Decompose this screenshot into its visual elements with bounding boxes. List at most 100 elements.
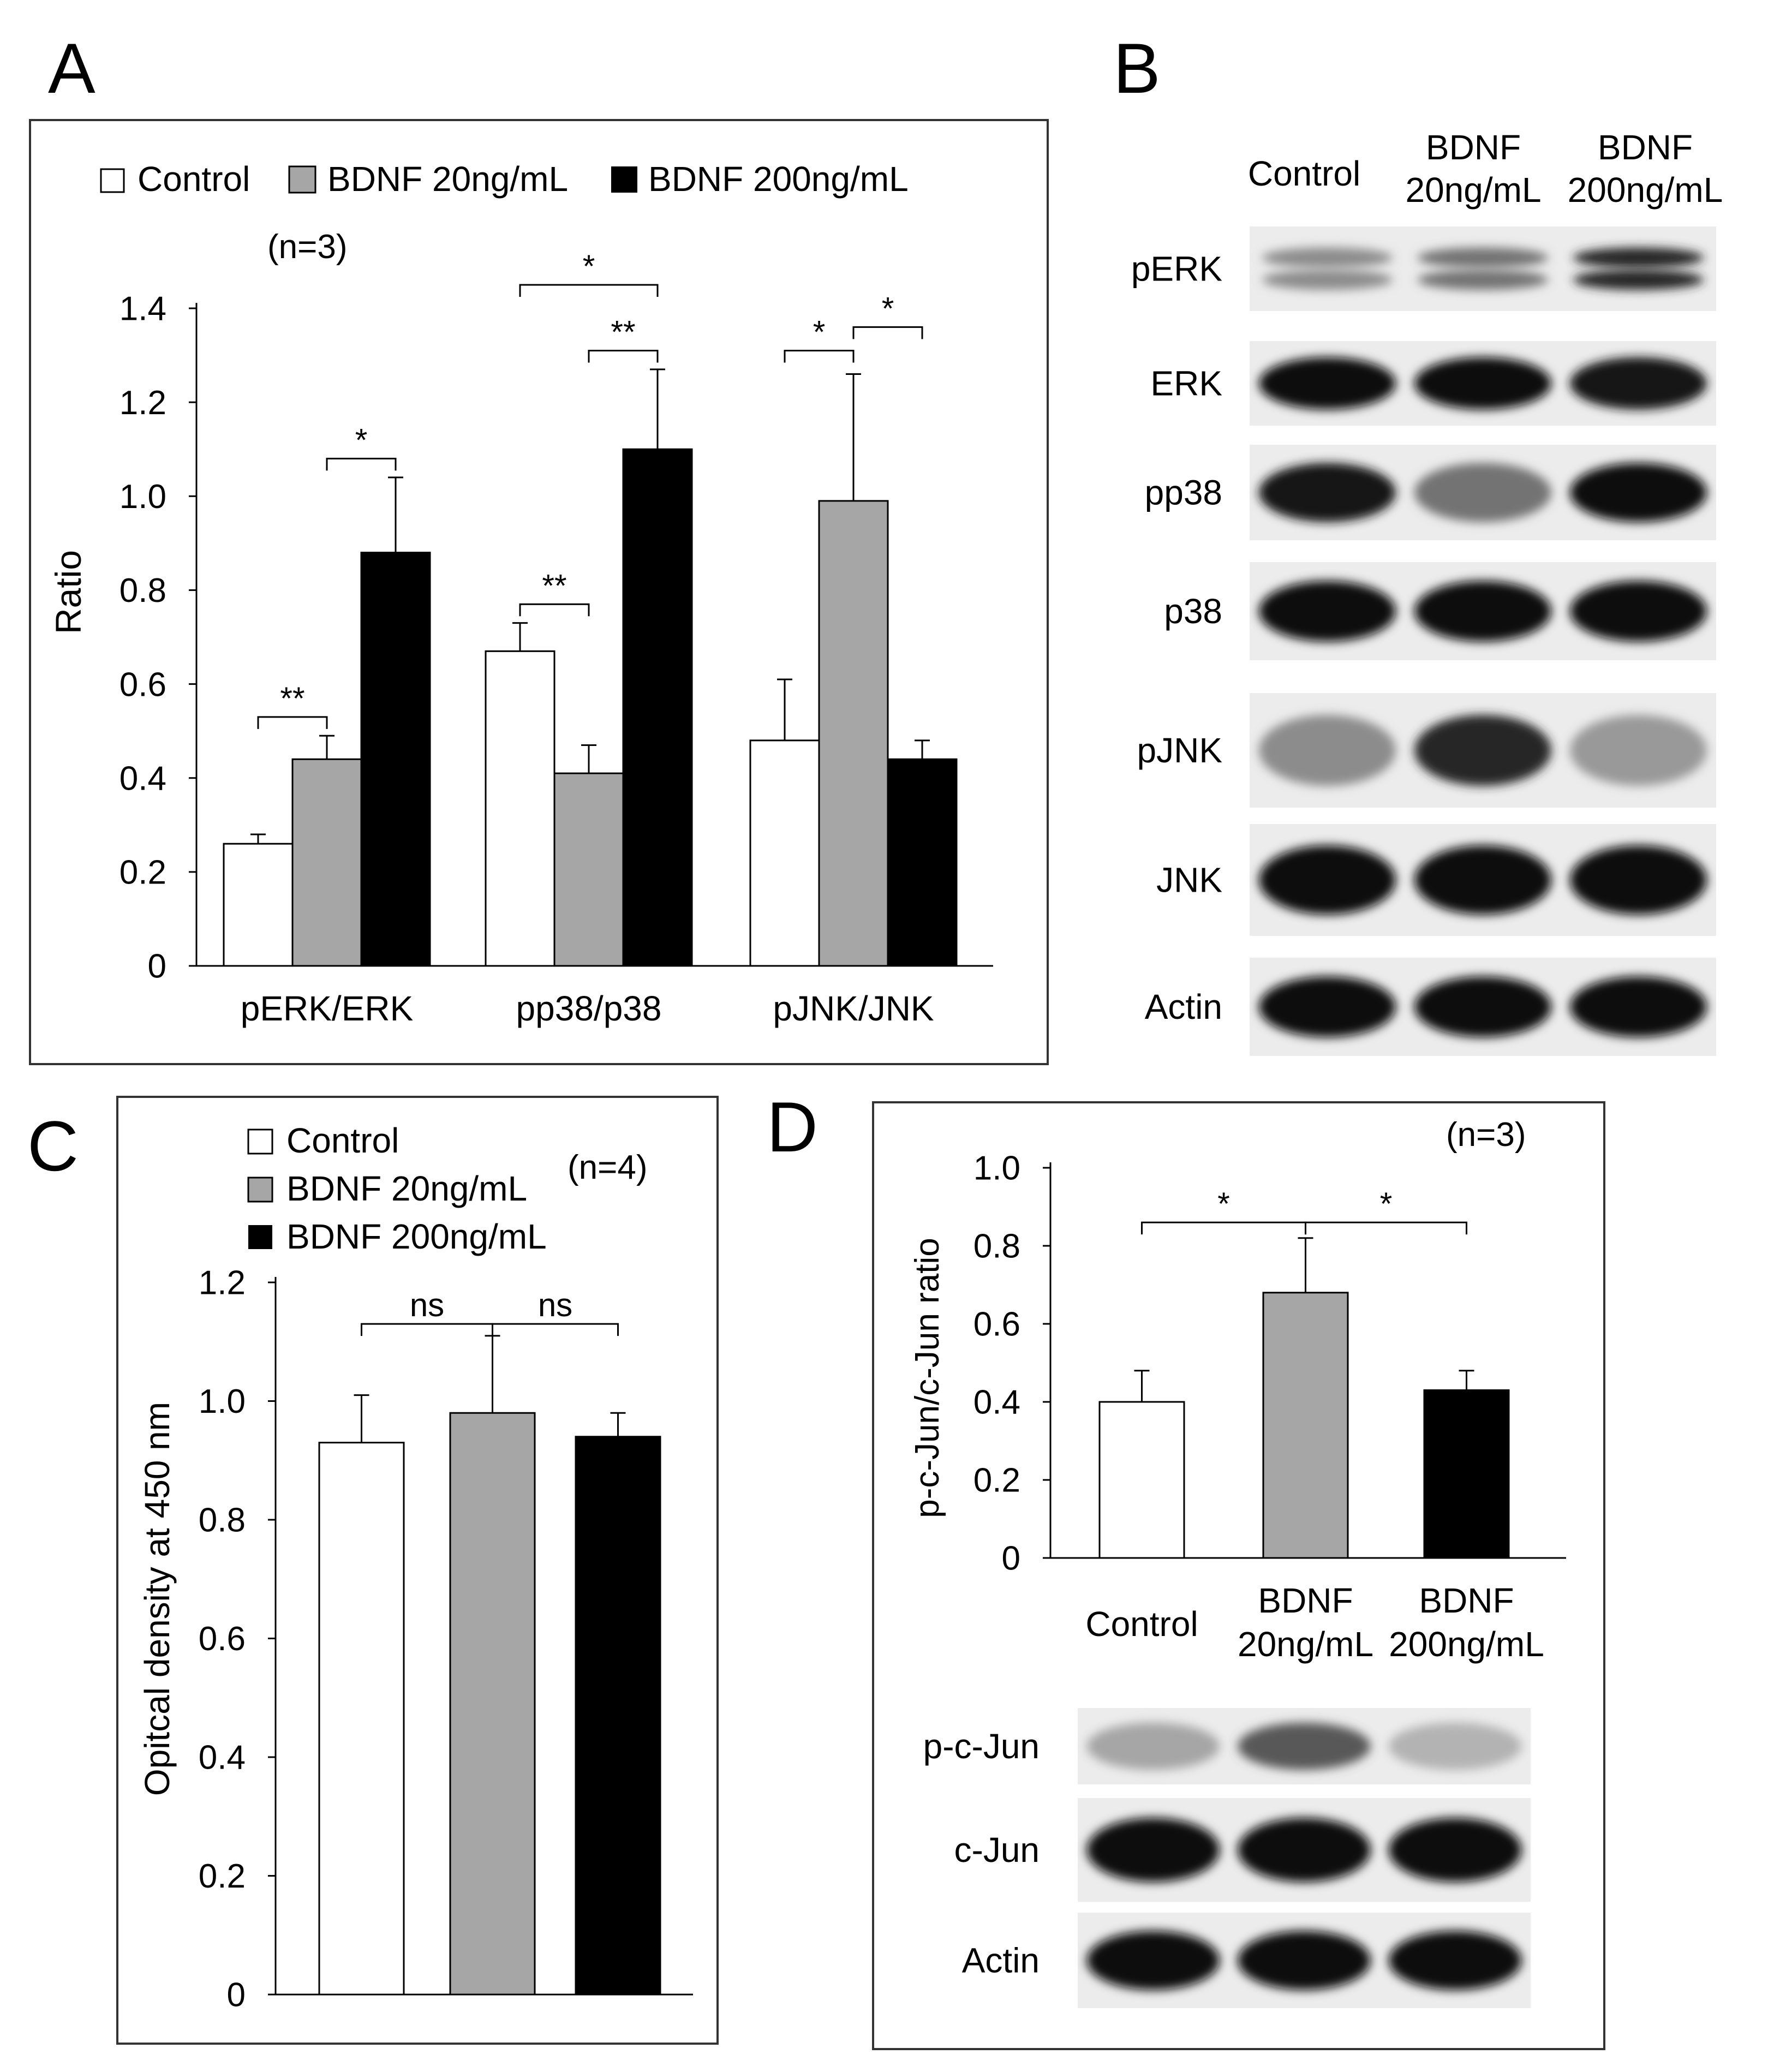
blot-band [1570,357,1707,410]
bar-BDNF 200ng/mL [1423,1389,1510,1559]
panel-a-n-label: (n=3) [267,228,347,266]
panel-a-ylabel: Ratio [48,550,88,634]
blot-row-c-Jun: c-Jun [954,1798,1531,1902]
blot-band [1414,714,1551,786]
legend-swatch-control [100,168,125,193]
y-tick-label: 0.4 [973,1384,1020,1422]
blot-band-upper [1417,247,1549,268]
blot-column-header-line: BDNF [1426,128,1521,167]
panel-letter-d: D [767,1087,818,1167]
blot-row-label: p38 [1164,592,1222,631]
y-tick-label: 0.2 [973,1462,1020,1500]
blot-band [1259,581,1396,642]
panel-d: (n=3) p-c-Jun/c-Jun ratio 0 0.2 0.4 0.6 0.8 1… [872,1101,1605,2050]
y-tick-label: 1.2 [199,1264,246,1302]
legend-swatch-bdnf20 [288,165,316,194]
blot-column-header: BDNF 20ng/mL [1405,128,1541,210]
significance-label: ns [538,1287,572,1323]
blot-row-ERK: ERK [1150,341,1716,426]
significance-label: * [1380,1186,1393,1222]
blot-row-pp38: pp38 [1145,445,1716,540]
blot-band [1570,976,1707,1037]
significance-label: ns [410,1287,444,1323]
panel-a-plot: 0 0.2 0.4 0.6 0.8 1.0 1.2 1.4 pERK/ERK pp38/p38 pJ… [120,249,993,1028]
y-tick-label: 0.8 [973,1228,1020,1265]
y-tick-label: 0.6 [120,666,166,703]
y-tick-label: 0.4 [120,760,166,797]
bar-pJNK/JNK-BDNF 20ng/mL [818,500,889,967]
significance-label: ** [611,314,635,350]
blot-row-Actin: Actin [1145,958,1716,1056]
significance-bracket [519,603,590,617]
blot-row-label: ERK [1150,364,1222,403]
panel-b-blots: pERK ERK pp38 p38 pJNK JNK Actin [1131,226,1716,1056]
blot-row-label: JNK [1156,861,1222,900]
panel-c: Control BDNF 20ng/mL BDNF 200ng/mL (n=4)… [116,1096,719,2045]
blot-row-label: pJNK [1137,731,1223,770]
blot-band-lower [1417,269,1549,290]
blot-column-header-line: 200ng/mL [1568,170,1723,210]
blot-column-header: BDNF 200ng/mL [1568,128,1723,210]
significance-bracket [1141,1221,1306,1235]
blot-row-Actin: Actin [962,1913,1531,2008]
panel-c-legend: Control BDNF 20ng/mL BDNF 200ng/mL [247,1121,547,1256]
x-category-label: BDNF 20ng/mL [1238,1581,1373,1664]
legend-label-bdnf200: BDNF 200ng/mL [648,159,909,199]
y-tick-label: 0.6 [973,1306,1020,1343]
blot-band [1388,1818,1522,1882]
blot-row-label: pp38 [1145,473,1222,512]
bar-BDNF 20ng/mL [449,1412,536,1996]
significance-label: * [1217,1186,1230,1222]
blot-band [1570,714,1707,786]
panel-c-frame [116,1096,719,2045]
x-category-label: pp38/p38 [516,989,662,1028]
significance-bracket [588,349,659,363]
blot-band [1414,976,1551,1037]
y-tick-label: 1.0 [973,1150,1020,1187]
y-tick-label: 0.8 [120,572,166,610]
x-category-label-line: Control [1085,1604,1198,1644]
x-category-label-line: 20ng/mL [1238,1625,1373,1664]
significance-label: * [882,291,894,326]
x-category-label-line: BDNF [1419,1581,1514,1620]
panel-d-n-label: (n=3) [1446,1116,1526,1154]
blot-column-header-line: Control [1248,154,1360,193]
significance-bracket [519,284,659,297]
blot-band-lower [1262,269,1393,290]
y-tick-label: 0.2 [120,854,166,892]
blot-band [1414,845,1551,915]
y-tick-label: 1.2 [120,384,166,422]
blot-band [1570,463,1707,522]
significance-bracket [1305,1221,1467,1235]
panel-c-n-label: (n=4) [568,1149,647,1186]
legend-label-bdnf20: BDNF 20ng/mL [327,159,568,199]
panel-a: Control BDNF 20ng/mL BDNF 200ng/mL (n=3)… [29,119,1049,1065]
y-tick-label: 0.6 [199,1620,246,1658]
significance-label: * [583,249,595,284]
y-tick-label: 1.4 [120,290,166,328]
x-category-label: Control [1085,1604,1198,1644]
blot-band-upper [1262,247,1393,268]
blot-band-lower [1573,269,1704,290]
blot-band [1414,581,1551,642]
panel-d-frame [872,1101,1605,2050]
y-tick-label: 0.8 [199,1502,246,1539]
blot-row-label: Actin [1145,987,1222,1026]
legend-swatch-bdnf200 [248,1225,272,1249]
bar-pERK/ERK-BDNF 20ng/mL [291,758,362,967]
legend-label-bdnf20: BDNF 20ng/mL [286,1169,527,1208]
legend-swatch-bdnf200 [611,166,637,193]
blot-band [1414,463,1551,522]
blot-row-label: c-Jun [954,1830,1040,1870]
blot-band [1238,1818,1371,1882]
panel-d-blots: p-c-Jun c-Jun Actin [923,1708,1531,2008]
y-tick-label: 1.0 [199,1383,246,1420]
blot-row-p-c-Jun: p-c-Jun [923,1708,1531,1784]
significance-bracket [326,457,397,471]
bar-Control [1098,1401,1185,1559]
bar-pp38/p38-BDNF 200ng/mL [622,448,693,967]
legend-label-control: Control [138,159,250,199]
legend-swatch-control [247,1128,273,1155]
